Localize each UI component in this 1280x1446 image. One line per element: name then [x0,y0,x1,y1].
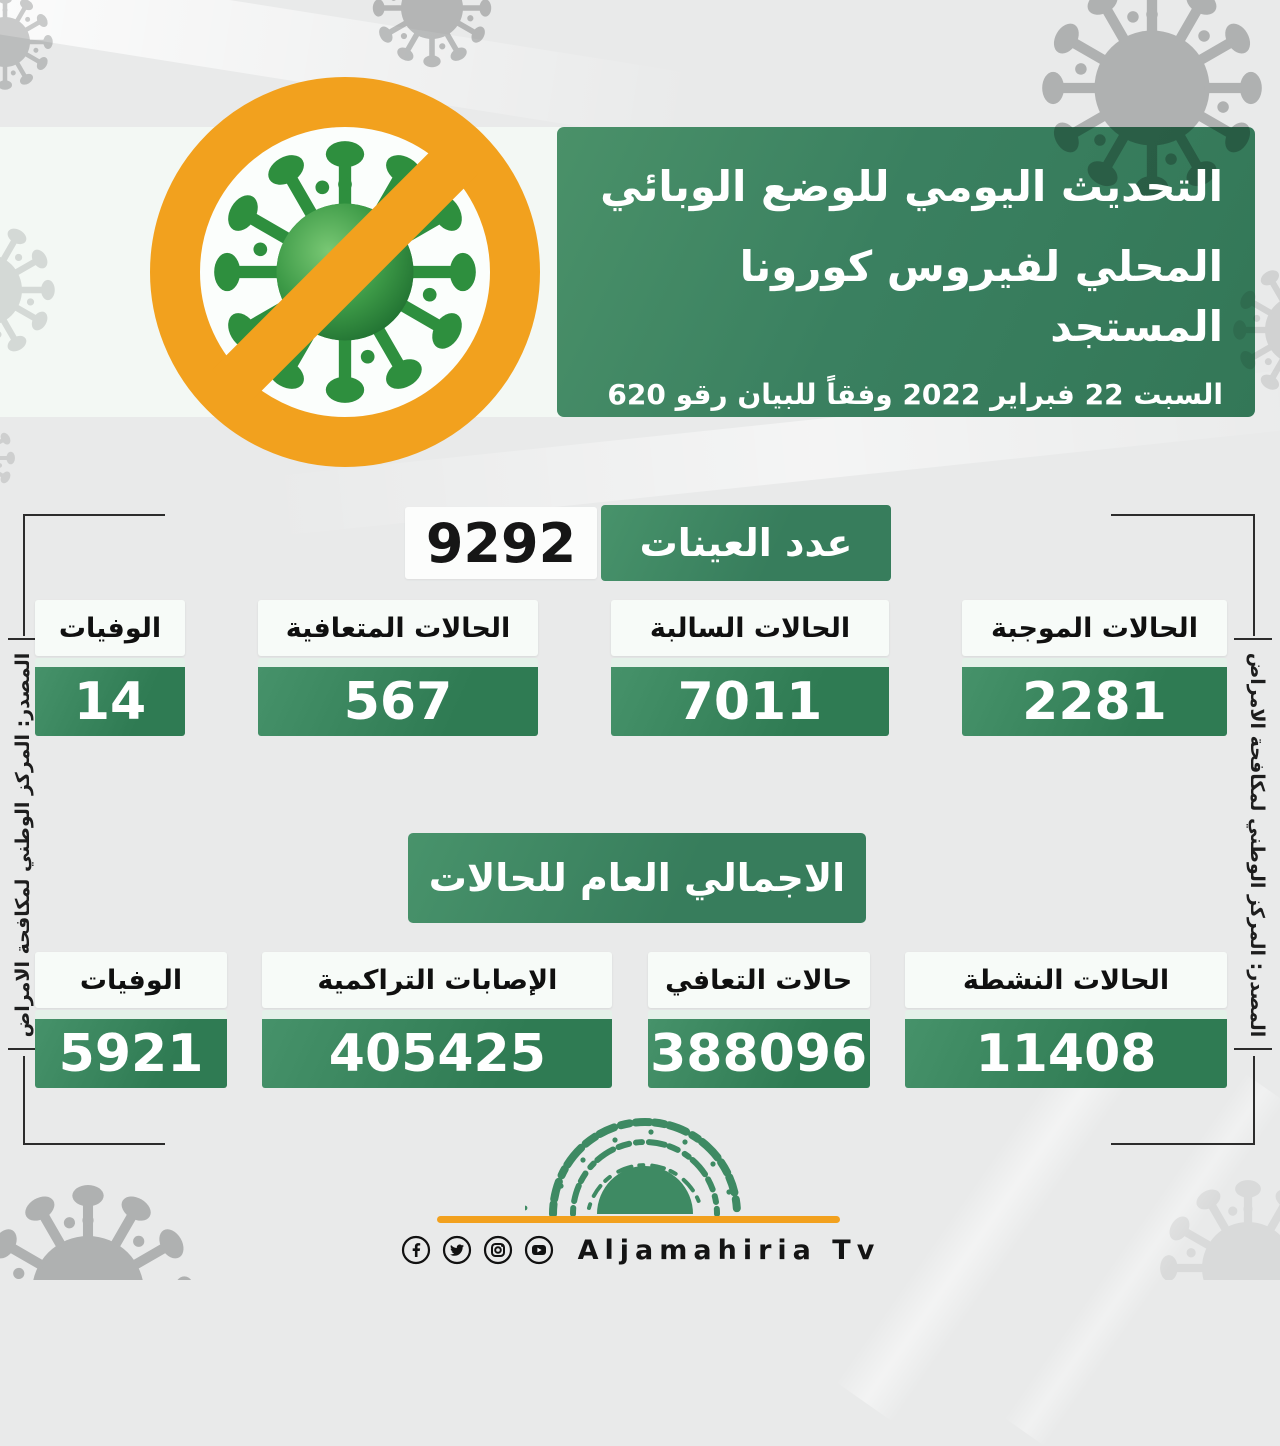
stat-label: الوفيات [35,600,185,656]
header-title-block: التحديث اليومي للوضع الوبائي المحلي لفير… [557,127,1255,417]
stat-value: 567 [258,658,538,736]
stat-label: الحالات السالبة [611,600,889,656]
twitter-icon [442,1235,471,1265]
stat-label: الحالات النشطة [905,952,1227,1008]
stat-label: الحالات المتعافية [258,600,538,656]
light-streak [835,1037,1135,1423]
stat-value: 2281 [962,658,1227,736]
bracket-line [1111,514,1253,516]
bracket-line [23,514,165,516]
stat-card-deaths: الوفيات 14 [35,600,185,736]
header-subtitle: السبت 22 فبراير 2022 وفقاً للبيان رقو 62… [607,378,1223,411]
aljamahiria-calligraphy-logo [525,1118,741,1216]
stat-value: 5921 [35,1010,228,1088]
daily-stats-row: الحالات الموجبة 2281 الحالات السالبة 701… [35,600,1227,736]
title-line-1: التحديث اليومي للوضع الوبائي [600,162,1223,211]
footer-social-row: Aljamahiria Tv [0,1234,1280,1266]
source-note-left: المصدر: المركز الوطني لمكافحة الامراض [12,652,34,1038]
stat-label: حالات التعافي [647,952,870,1008]
footer-orange-bar [437,1216,840,1223]
bracket-line [8,638,46,640]
title-line-2: المحلي لفيروس كورونا المستجد [739,242,1223,351]
stat-value: 11408 [905,1010,1227,1088]
bracket-line [1253,514,1255,636]
channel-name: Aljamahiria Tv [577,1234,881,1266]
facebook-icon [401,1235,430,1265]
stat-card-total-recoveries: حالات التعافي 388096 [647,952,870,1088]
instagram-icon [483,1235,512,1265]
source-note-right: المصدر: المركز الوطني لمكافحة الامراض [1246,652,1268,1038]
stat-card-active-cases: الحالات النشطة 11408 [905,952,1227,1088]
bracket-line [1234,1048,1272,1050]
stat-label: الإصابات التراكمية [262,952,613,1008]
stat-card-recovered-cases: الحالات المتعافية 567 [258,600,538,736]
bracket-line [8,1048,46,1050]
stat-card-total-deaths: الوفيات 5921 [35,952,228,1088]
stat-value: 7011 [611,658,889,736]
stat-label: الوفيات [35,952,228,1008]
stat-label: الحالات الموجبة [962,600,1227,656]
no-virus-sign [150,77,540,467]
bracket-line [23,1143,165,1145]
samples-count-label: عدد العينات [601,505,891,581]
totals-banner: الاجمالي العام للحالات [408,833,866,923]
bracket-line [23,1056,25,1145]
stat-card-positive-cases: الحالات الموجبة 2281 [962,600,1227,736]
stat-value: 388096 [647,1010,870,1088]
stat-card-cumulative-infections: الإصابات التراكمية 405425 [262,952,613,1088]
samples-count-value: 9292 [405,507,597,579]
bracket-line [1253,1056,1255,1145]
bracket-line [1234,638,1272,640]
stat-value: 405425 [262,1010,613,1088]
bracket-line [23,514,25,636]
stat-value: 14 [35,658,185,736]
total-stats-row: الحالات النشطة 11408 حالات التعافي 38809… [35,952,1227,1088]
youtube-icon [524,1235,553,1265]
stat-card-negative-cases: الحالات السالبة 7011 [611,600,889,736]
bracket-line [1111,1143,1253,1145]
